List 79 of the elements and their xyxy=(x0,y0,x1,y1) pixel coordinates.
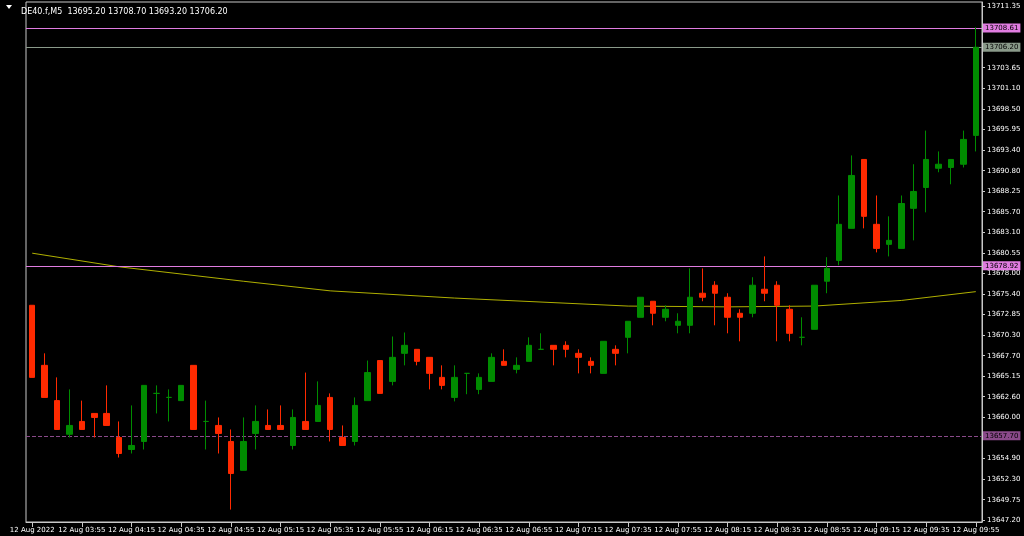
candlestick xyxy=(439,364,445,390)
candlestick xyxy=(960,130,967,168)
candlestick xyxy=(724,292,731,334)
candlestick xyxy=(575,348,582,374)
candlestick xyxy=(898,195,905,249)
candlestick xyxy=(327,392,333,442)
candlestick xyxy=(377,360,383,394)
candlestick xyxy=(203,400,209,450)
candlestick xyxy=(190,364,197,430)
candlestick xyxy=(600,340,607,374)
candlestick xyxy=(389,336,396,386)
candlestick xyxy=(240,416,247,471)
candlestick xyxy=(451,364,458,402)
candlestick xyxy=(774,280,780,342)
line-series xyxy=(31,252,977,308)
text: DE40.f,M5 13695.20 13708.70 13693.20 13706.20 xyxy=(21,6,228,16)
candlestick xyxy=(116,420,122,458)
candlestick xyxy=(153,384,160,414)
candlestick xyxy=(538,332,544,350)
candlestick xyxy=(861,158,867,229)
candlestick xyxy=(836,195,842,266)
candlestick xyxy=(91,412,98,438)
candlestick xyxy=(737,308,743,342)
candlestick xyxy=(786,304,793,342)
candlestick xyxy=(749,276,756,318)
candlestick xyxy=(625,320,631,354)
candlestick xyxy=(699,267,706,302)
candlestick xyxy=(54,376,60,430)
candlestick xyxy=(414,348,420,366)
candlestick xyxy=(66,388,73,438)
candlestick xyxy=(290,408,296,450)
candlestick xyxy=(588,356,594,374)
candlestick xyxy=(550,344,557,366)
candlestick xyxy=(873,195,880,253)
candlestick xyxy=(513,356,520,374)
candlestick xyxy=(488,352,495,382)
candlestick xyxy=(265,408,271,430)
candlestick xyxy=(935,150,942,173)
candlestick xyxy=(364,360,371,402)
candlestick xyxy=(563,340,569,358)
candlestick xyxy=(166,388,172,422)
candlestick xyxy=(215,416,222,454)
candlestick xyxy=(712,280,718,326)
candlestick xyxy=(662,304,669,322)
candlestick xyxy=(352,396,358,446)
candlestick xyxy=(401,332,408,366)
candlestick xyxy=(675,312,681,334)
candlestick xyxy=(128,404,135,454)
candlestick xyxy=(948,158,954,185)
candlestick xyxy=(761,255,768,302)
candlestick xyxy=(277,404,284,430)
candlestick xyxy=(650,300,656,326)
candlestick xyxy=(476,372,482,395)
candlestick xyxy=(464,372,470,395)
candlestick xyxy=(41,352,48,398)
candlestick xyxy=(79,400,85,430)
candlestick xyxy=(799,316,805,346)
candlestick xyxy=(141,384,147,450)
candlestick xyxy=(103,384,110,426)
candlestick xyxy=(501,348,507,366)
candlestick xyxy=(910,163,917,241)
candlestick xyxy=(824,256,830,294)
candlestick xyxy=(687,267,693,334)
candlestick xyxy=(848,154,855,229)
candlestick xyxy=(315,380,321,422)
candlestick xyxy=(302,372,309,430)
candlestick xyxy=(228,428,234,511)
candlestick xyxy=(612,344,619,366)
candlestick xyxy=(526,336,532,362)
candlestick xyxy=(29,304,35,378)
candlestick xyxy=(923,130,929,213)
candlestick xyxy=(426,356,433,390)
candlestick xyxy=(637,296,644,318)
candlestick xyxy=(252,404,259,450)
candlestick xyxy=(886,215,892,257)
candlestick xyxy=(811,284,818,330)
candlestick xyxy=(339,424,346,446)
candlestick xyxy=(973,26,979,152)
candlestick xyxy=(178,384,184,402)
